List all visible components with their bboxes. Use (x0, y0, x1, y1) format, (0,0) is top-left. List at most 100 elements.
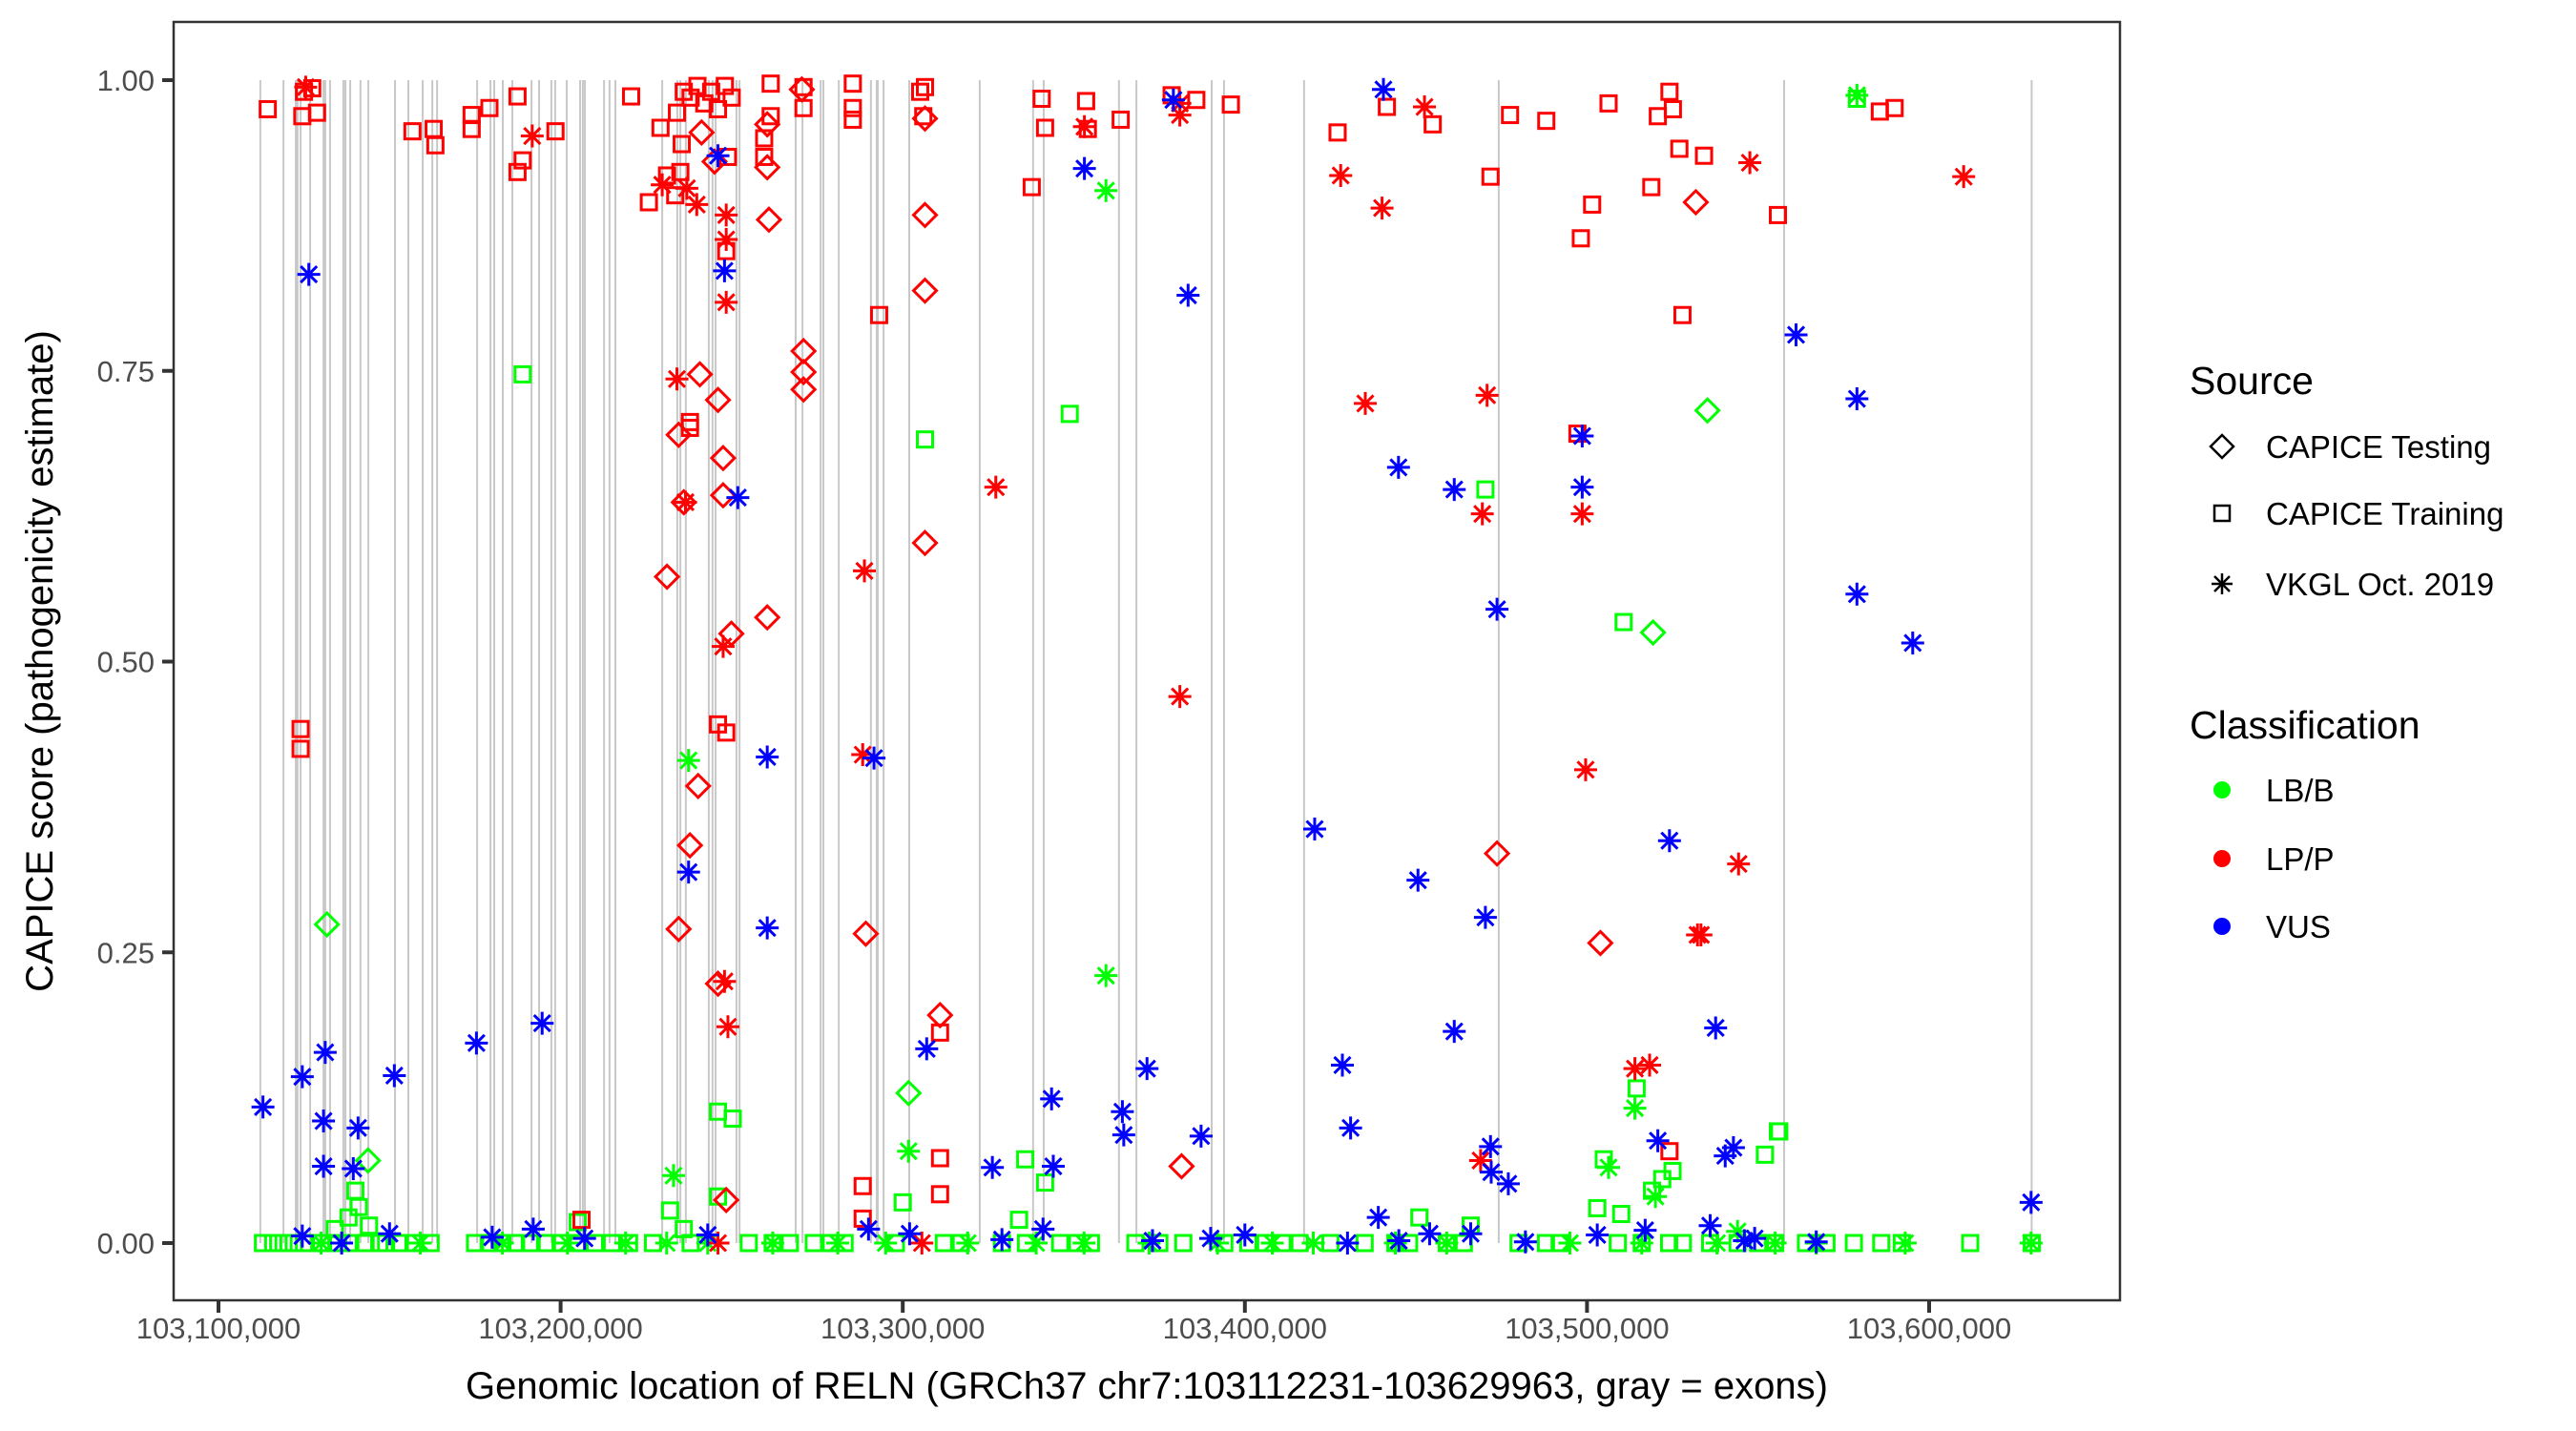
vkgl-asterisk-point (1784, 322, 1808, 346)
vkgl-asterisk-point (760, 1232, 784, 1255)
x-tick-2: 103,300,000 (821, 1300, 985, 1345)
training-square-point (520, 1234, 539, 1253)
y-axis-title: CAPICE score (pathogenicity estimate) (19, 330, 61, 992)
training-square-point (466, 1234, 485, 1253)
training-square-point (675, 1219, 694, 1238)
training-square-point (1378, 97, 1397, 116)
vkgl-asterisk-point (309, 1232, 333, 1255)
training-square-point (426, 135, 445, 155)
vkgl-asterisk-point (1845, 582, 1869, 606)
x-tick-3: 103,400,000 (1163, 1300, 1327, 1345)
training-square-point (1663, 1161, 1682, 1180)
testing-diamond-point (911, 277, 939, 304)
training-square-point (1961, 1234, 1980, 1253)
training-square-point (274, 1234, 293, 1253)
legend-label: LB/B (2266, 773, 2335, 808)
training-square-point (1571, 229, 1590, 248)
legend-label: LP/P (2266, 841, 2335, 877)
vkgl-asterisk-point (651, 173, 675, 197)
vkgl-asterisk-point (1301, 1232, 1325, 1255)
testing-diamond-point (1483, 840, 1511, 867)
legend-classification-title: Classification (2190, 703, 2420, 747)
testing-diamond-point (1693, 397, 1721, 425)
data-points (251, 74, 2043, 1255)
training-square-point (1673, 1234, 1693, 1253)
training-square-point (1694, 146, 1714, 165)
training-square-point (462, 106, 481, 125)
training-square-point (1659, 1234, 1678, 1253)
vkgl-asterisk-point (956, 1232, 980, 1255)
testing-diamond-point (911, 105, 939, 133)
y-tick-3: 0.75 (97, 355, 174, 388)
training-square-point (755, 129, 774, 148)
vkgl-asterisk-point (251, 1095, 275, 1119)
vkgl-asterisk-point (1072, 1232, 1096, 1255)
testing-diamond-point (688, 118, 716, 146)
vkgl-asterisk-point (1738, 151, 1762, 175)
testing-diamond-point (1587, 929, 1614, 957)
testing-diamond-point (788, 75, 816, 103)
testing-diamond-point (852, 920, 880, 947)
vkgl-asterisk-point (990, 1228, 1014, 1252)
y-axis: 0.00 0.25 0.50 0.75 1.00 (97, 64, 174, 1260)
training-square-point (1768, 205, 1787, 224)
training-square-point (701, 82, 720, 101)
training-square-point (390, 1234, 409, 1253)
vkgl-asterisk-point (1473, 905, 1497, 929)
training-square-point (480, 98, 499, 117)
vkgl-asterisk-point (1638, 1053, 1662, 1077)
training-square-point (546, 122, 565, 141)
testing-diamond-point (895, 1079, 923, 1107)
vkgl-asterisk-point (1387, 1229, 1411, 1253)
training-square-point (360, 1216, 379, 1235)
vkgl-asterisk-point (1072, 114, 1096, 138)
training-square-point (1885, 98, 1904, 117)
vkgl-asterisk-point (1704, 1016, 1728, 1040)
vkgl-asterisk-point (1479, 1160, 1503, 1184)
legend-item-capice-training: CAPICE Training (2212, 496, 2503, 531)
vkgl-asterisk-point (676, 861, 700, 884)
vkgl-asterisk-point (1646, 1129, 1670, 1152)
vkgl-asterisk-point (465, 1031, 488, 1055)
training-square-point (1032, 90, 1051, 109)
vkgl-asterisk-point (897, 1139, 921, 1163)
vkgl-asterisk-point (706, 1232, 730, 1255)
testing-diamond-point (1682, 188, 1710, 217)
vkgl-asterisk-point (572, 1227, 596, 1251)
vkgl-asterisk-point (1573, 757, 1597, 781)
vkgl-asterisk-point (898, 1222, 922, 1246)
training-square-point (934, 1234, 953, 1253)
legend-item-capice-testing: CAPICE Testing (2209, 429, 2491, 465)
vkgl-asterisk-point (1386, 455, 1410, 479)
vkgl-asterisk-point (715, 228, 738, 252)
training-square-point (761, 74, 780, 93)
training-square-point (1022, 177, 1041, 197)
vkgl-asterisk-point (1596, 1155, 1620, 1179)
vkgl-asterisk-point (1558, 1232, 1582, 1255)
green-dot-icon (2213, 781, 2231, 798)
training-square-point (1328, 123, 1347, 142)
vkgl-asterisk-point (1570, 425, 1594, 448)
training-square-point (804, 1234, 823, 1253)
legend-classification: Classification LB/B LP/P VUS (2190, 703, 2420, 944)
training-square-point (869, 305, 888, 324)
training-square-point (1583, 195, 1602, 214)
vkgl-asterisk-point (661, 1164, 685, 1188)
vkgl-asterisk-point (1111, 1123, 1135, 1147)
vkgl-asterisk-point (756, 745, 779, 769)
vkgl-asterisk-point (1168, 92, 1192, 115)
training-square-point (722, 88, 741, 107)
vkgl-asterisk-point (1233, 1223, 1257, 1247)
training-square-point (1221, 95, 1240, 114)
training-square-point (1660, 1142, 1679, 1161)
vkgl-asterisk-point (1189, 1124, 1213, 1148)
training-square-point (739, 1234, 758, 1253)
vkgl-asterisk-point (1633, 1218, 1657, 1242)
training-square-point (513, 151, 532, 170)
x-tick-5: 103,600,000 (1847, 1300, 2011, 1345)
training-square-point (1410, 1208, 1429, 1227)
x-tick-label: 103,200,000 (478, 1312, 642, 1345)
vkgl-asterisk-point (1198, 1227, 1222, 1251)
testing-diamond-point (713, 1186, 740, 1214)
testing-diamond-point (676, 831, 704, 860)
